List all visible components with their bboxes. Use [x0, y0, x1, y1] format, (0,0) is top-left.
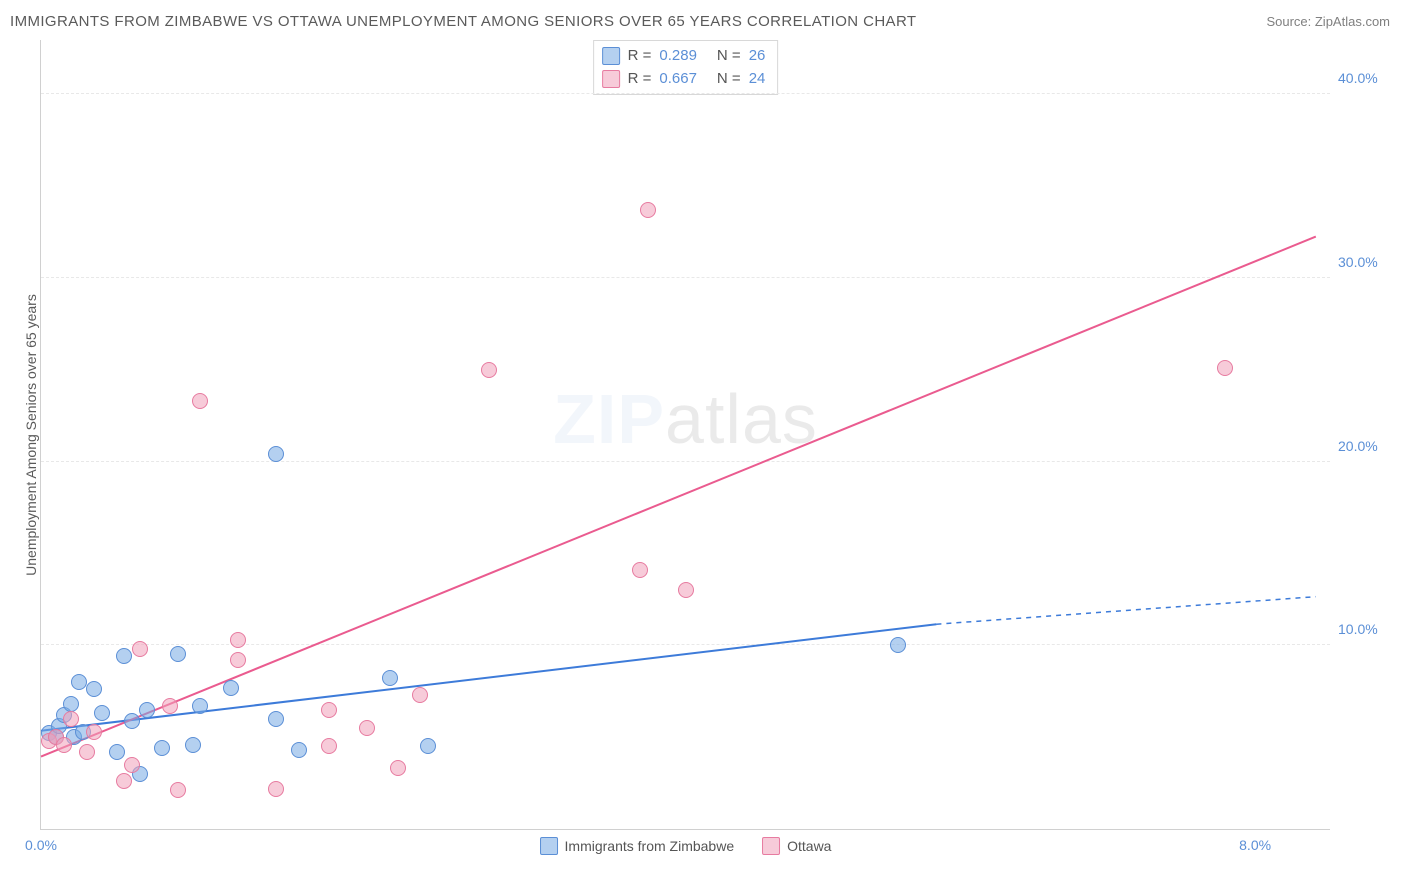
data-point: [223, 680, 239, 696]
data-point: [116, 648, 132, 664]
data-point: [71, 674, 87, 690]
series-legend: Immigrants from Zimbabwe Ottawa: [540, 837, 832, 855]
data-point: [192, 698, 208, 714]
data-point: [268, 781, 284, 797]
chart-header: IMMIGRANTS FROM ZIMBABWE VS OTTAWA UNEMP…: [0, 0, 1406, 38]
data-point: [1217, 360, 1233, 376]
data-point: [116, 773, 132, 789]
y-tick-label: 10.0%: [1338, 621, 1396, 637]
legend-label: Ottawa: [787, 838, 831, 854]
plot-area: Unemployment Among Seniors over 65 years…: [40, 40, 1330, 830]
data-point: [420, 738, 436, 754]
data-point: [139, 702, 155, 718]
data-point: [79, 744, 95, 760]
data-point: [678, 582, 694, 598]
data-point: [481, 362, 497, 378]
data-point: [412, 687, 428, 703]
data-point: [170, 782, 186, 798]
data-point: [890, 637, 906, 653]
chart-title: IMMIGRANTS FROM ZIMBABWE VS OTTAWA UNEMP…: [10, 13, 916, 30]
data-point: [86, 681, 102, 697]
data-point: [170, 646, 186, 662]
data-point: [268, 446, 284, 462]
data-point: [109, 744, 125, 760]
trend-line: [41, 624, 936, 731]
data-point: [230, 652, 246, 668]
data-point: [63, 711, 79, 727]
x-tick-label: 0.0%: [25, 837, 57, 853]
data-point: [390, 760, 406, 776]
y-tick-label: 40.0%: [1338, 70, 1396, 86]
legend-item: Ottawa: [762, 837, 831, 855]
data-point: [268, 711, 284, 727]
data-point: [162, 698, 178, 714]
data-point: [124, 757, 140, 773]
data-point: [321, 702, 337, 718]
data-point: [291, 742, 307, 758]
data-point: [382, 670, 398, 686]
legend-swatch: [540, 837, 558, 855]
data-point: [230, 632, 246, 648]
legend-label: Immigrants from Zimbabwe: [565, 838, 735, 854]
data-point: [124, 713, 140, 729]
chart-source: Source: ZipAtlas.com: [1266, 14, 1390, 29]
data-point: [321, 738, 337, 754]
data-point: [94, 705, 110, 721]
data-point: [185, 737, 201, 753]
data-point: [154, 740, 170, 756]
data-point: [632, 562, 648, 578]
y-axis-label: Unemployment Among Seniors over 65 years: [23, 294, 39, 576]
legend-swatch: [762, 837, 780, 855]
data-point: [359, 720, 375, 736]
data-point: [56, 737, 72, 753]
y-tick-label: 30.0%: [1338, 254, 1396, 270]
data-point: [86, 724, 102, 740]
x-tick-label: 8.0%: [1239, 837, 1271, 853]
data-point: [640, 202, 656, 218]
data-point: [192, 393, 208, 409]
y-tick-label: 20.0%: [1338, 438, 1396, 454]
data-point: [132, 641, 148, 657]
trend-line-extension: [936, 597, 1315, 625]
legend-item: Immigrants from Zimbabwe: [540, 837, 735, 855]
data-point: [63, 696, 79, 712]
trend-line: [41, 237, 1316, 757]
trendlines: [41, 40, 1331, 830]
